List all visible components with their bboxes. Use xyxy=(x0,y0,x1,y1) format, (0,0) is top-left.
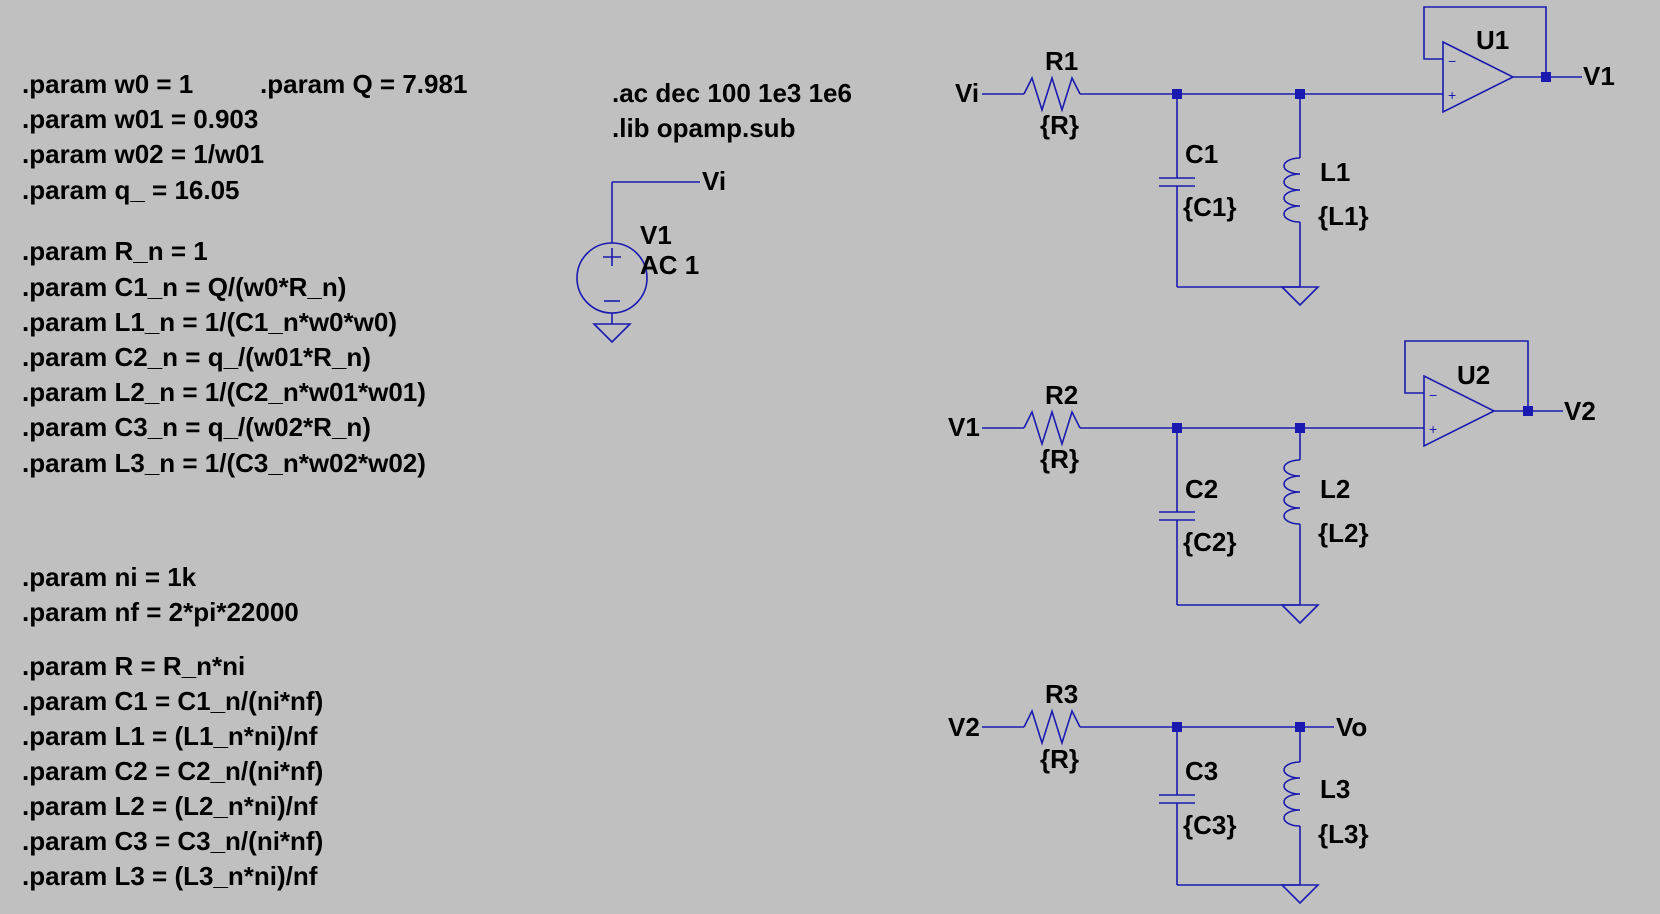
source-value[interactable]: AC 1 xyxy=(640,250,699,280)
opamp-plus: + xyxy=(1429,421,1437,437)
resistor-symbol[interactable] xyxy=(1023,409,1081,447)
net-label[interactable]: V2 xyxy=(948,712,980,742)
ground-symbol xyxy=(1280,884,1320,905)
net-label[interactable]: Vi xyxy=(702,166,726,196)
param-line[interactable]: .param R_n = 1 xyxy=(22,236,208,266)
capacitor-value[interactable]: {C1} xyxy=(1183,192,1236,222)
param-line[interactable]: .param ni = 1k xyxy=(22,562,197,592)
lib-directive[interactable]: .lib opamp.sub xyxy=(612,113,795,143)
sim-directives[interactable]: .ac dec 100 1e3 1e6 .lib opamp.sub xyxy=(612,78,852,143)
param-line[interactable]: .param R = R_n*ni xyxy=(22,651,245,681)
resistor-symbol[interactable] xyxy=(1023,708,1081,746)
capacitor-name[interactable]: C2 xyxy=(1185,474,1218,504)
param-Q[interactable]: .param Q = 7.981 xyxy=(260,69,467,99)
ground-symbol xyxy=(1280,286,1320,307)
capacitor-value[interactable]: {C3} xyxy=(1183,810,1236,840)
voltage-source-v1[interactable]: Vi V1 AC 1 xyxy=(576,166,726,344)
net-label[interactable]: V1 xyxy=(948,412,980,442)
capacitor-value[interactable]: {C2} xyxy=(1183,527,1236,557)
capacitor-symbol[interactable] xyxy=(1159,794,1195,804)
inductor-symbol[interactable] xyxy=(1283,459,1301,525)
param-line[interactable]: .param L1 = (L1_n*ni)/nf xyxy=(22,721,318,751)
ground-symbol xyxy=(1280,604,1320,625)
inductor-symbol[interactable] xyxy=(1283,157,1301,223)
opamp-name[interactable]: U2 xyxy=(1457,360,1490,390)
opamp-symbol[interactable] xyxy=(1442,40,1515,114)
inductor-name[interactable]: L1 xyxy=(1320,157,1350,187)
param-line[interactable]: .param q_ = 16.05 xyxy=(22,175,240,205)
feedback-wire xyxy=(1423,6,1547,77)
ac-directive[interactable]: .ac dec 100 1e3 1e6 xyxy=(612,78,852,108)
opamp-symbol[interactable] xyxy=(1423,374,1496,448)
capacitor-symbol[interactable] xyxy=(1159,177,1195,187)
inductor-symbol[interactable] xyxy=(1283,761,1301,827)
param-line[interactable]: .param L3_n = 1/(C3_n*w02*w02) xyxy=(22,448,426,478)
net-label[interactable]: Vi xyxy=(955,78,979,108)
param-directives[interactable]: .param w0 = 1 .param Q = 7.981 .param w0… xyxy=(22,69,467,891)
net-label[interactable]: V1 xyxy=(1583,61,1615,91)
param-line[interactable]: .param C1 = C1_n/(ni*nf) xyxy=(22,686,323,716)
param-line[interactable]: .param L3 = (L3_n*ni)/nf xyxy=(22,861,318,891)
param-line[interactable]: .param C2 = C2_n/(ni*nf) xyxy=(22,756,323,786)
inductor-name[interactable]: L3 xyxy=(1320,774,1350,804)
resistor-value[interactable]: {R} xyxy=(1040,744,1079,774)
param-line[interactable]: .param C3 = C3_n/(ni*nf) xyxy=(22,826,323,856)
param-line[interactable]: .param C3_n = q_/(w02*R_n) xyxy=(22,412,371,442)
param-line[interactable]: .param w02 = 1/w01 xyxy=(22,139,264,169)
resistor-name[interactable]: R3 xyxy=(1045,679,1078,709)
net-label[interactable]: Vo xyxy=(1336,712,1367,742)
param-line[interactable]: .param C1_n = Q/(w0*R_n) xyxy=(22,272,346,302)
resistor-value[interactable]: {R} xyxy=(1040,110,1079,140)
junction-dot xyxy=(1541,72,1551,82)
param-line[interactable]: .param L1_n = 1/(C1_n*w0*w0) xyxy=(22,307,397,337)
filter-stage-3[interactable]: V2 R3 {R} C3 {C3} L3 {L3} Vo xyxy=(948,679,1369,905)
param-w0[interactable]: .param w0 = 1 xyxy=(22,69,193,99)
param-line[interactable]: .param C2_n = q_/(w01*R_n) xyxy=(22,342,371,372)
inductor-value[interactable]: {L2} xyxy=(1318,518,1369,548)
filter-stage-1[interactable]: Vi R1 {R} C1 {C1} L1 {L1} − + U1 V1 xyxy=(955,6,1615,307)
inductor-name[interactable]: L2 xyxy=(1320,474,1350,504)
capacitor-name[interactable]: C3 xyxy=(1185,756,1218,786)
net-label[interactable]: V2 xyxy=(1564,396,1596,426)
capacitor-name[interactable]: C1 xyxy=(1185,139,1218,169)
feedback-wire xyxy=(1404,340,1529,411)
ground-symbol xyxy=(592,323,632,344)
opamp-minus: − xyxy=(1448,53,1456,69)
param-line[interactable]: .param w01 = 0.903 xyxy=(22,104,258,134)
resistor-symbol[interactable] xyxy=(1023,75,1081,113)
plus-sign xyxy=(603,248,621,266)
filter-stage-2[interactable]: V1 R2 {R} C2 {C2} L2 {L2} − + U2 V2 xyxy=(948,340,1596,625)
resistor-name[interactable]: R1 xyxy=(1045,46,1078,76)
resistor-value[interactable]: {R} xyxy=(1040,444,1079,474)
param-line[interactable]: .param L2 = (L2_n*ni)/nf xyxy=(22,791,318,821)
resistor-name[interactable]: R2 xyxy=(1045,380,1078,410)
opamp-minus: − xyxy=(1429,387,1437,403)
param-line[interactable]: .param L2_n = 1/(C2_n*w01*w01) xyxy=(22,377,426,407)
source-name[interactable]: V1 xyxy=(640,220,672,250)
param-line[interactable]: .param nf = 2*pi*22000 xyxy=(22,597,299,627)
inductor-value[interactable]: {L1} xyxy=(1318,201,1369,231)
junction-dot xyxy=(1523,406,1533,416)
opamp-name[interactable]: U1 xyxy=(1476,25,1509,55)
inductor-value[interactable]: {L3} xyxy=(1318,819,1369,849)
capacitor-symbol[interactable] xyxy=(1159,511,1195,521)
opamp-plus: + xyxy=(1448,87,1456,103)
